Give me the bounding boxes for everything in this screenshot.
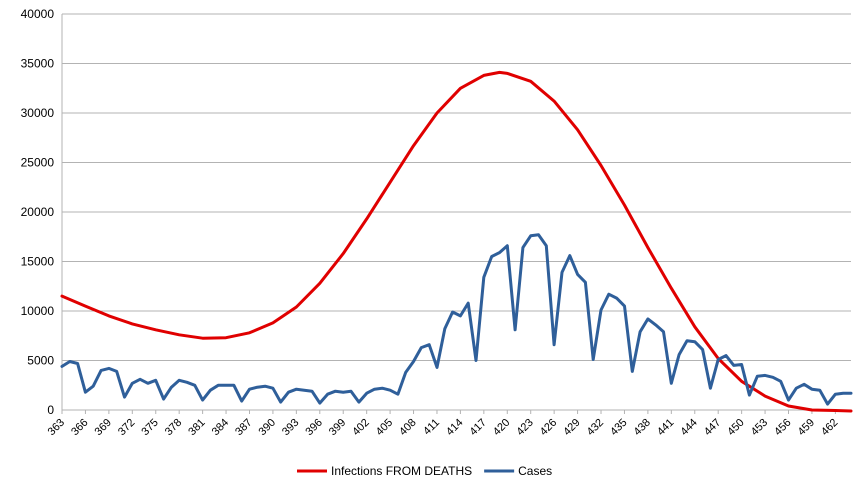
y-tick-label: 35000 <box>21 57 55 71</box>
x-tick-label: 366 <box>69 417 90 438</box>
x-tick-label: 411 <box>421 417 442 438</box>
y-tick-label: 30000 <box>21 106 55 120</box>
series-lines <box>60 70 853 413</box>
x-tick-label: 438 <box>632 417 653 438</box>
x-tick-label: 426 <box>538 417 559 438</box>
x-tick-label: 402 <box>350 417 371 438</box>
x-tick-label: 399 <box>327 417 348 438</box>
x-tick-label: 396 <box>303 417 324 438</box>
x-axis: 363 366 369 372 375 378 381 384 387 390 393 396 399 4… <box>46 409 851 438</box>
x-tick-label: 369 <box>93 417 114 438</box>
y-tick-label: 25000 <box>21 156 55 170</box>
x-tick-label: 393 <box>280 417 301 438</box>
x-tick-label: 432 <box>585 417 606 438</box>
legend-label-1: Infections FROM DEATHS <box>331 464 472 478</box>
x-tick-label: 447 <box>702 417 723 438</box>
x-tick-label: 420 <box>491 417 512 438</box>
x-tick-label: 435 <box>608 417 629 438</box>
x-tick-label: 456 <box>772 417 793 438</box>
x-tick-label: 372 <box>116 417 137 438</box>
x-tick-label: 378 <box>163 417 184 438</box>
x-tick-label: 429 <box>561 417 582 438</box>
x-tick-label: 381 <box>186 417 207 438</box>
series-line-1 <box>60 70 853 413</box>
y-tick-label: 15000 <box>21 255 55 269</box>
x-tick-label: 384 <box>210 417 231 438</box>
x-tick-label: 450 <box>725 417 746 438</box>
gridlines <box>61 13 851 411</box>
y-tick-label: 20000 <box>21 205 55 219</box>
series-line-2 <box>60 233 853 406</box>
x-tick-label: 414 <box>444 417 465 438</box>
x-tick-label: 387 <box>233 417 254 438</box>
legend-label-2: Cases <box>518 464 552 478</box>
x-tick-label: 423 <box>514 417 535 438</box>
x-tick-label: 375 <box>139 417 160 438</box>
y-tick-label: 10000 <box>21 304 55 318</box>
x-tick-label: 363 <box>46 417 67 438</box>
x-tick-label: 408 <box>397 417 418 438</box>
x-tick-label: 405 <box>374 417 395 438</box>
y-tick-label: 0 <box>47 403 54 417</box>
x-tick-label: 390 <box>257 417 278 438</box>
x-tick-label: 462 <box>819 417 840 438</box>
x-tick-label: 459 <box>796 417 817 438</box>
legend: Infections FROM DEATHS Cases <box>297 464 552 478</box>
x-tick-label: 441 <box>655 417 676 438</box>
x-tick-label: 453 <box>749 417 770 438</box>
y-tick-label: 40000 <box>21 7 55 21</box>
x-tick-label: 444 <box>678 417 699 438</box>
y-tick-label: 5000 <box>27 354 54 368</box>
y-axis-ticks: 0 5000 10000 15000 20000 25000 30000 35000 40000 <box>21 7 55 417</box>
x-tick-label: 417 <box>467 417 488 438</box>
